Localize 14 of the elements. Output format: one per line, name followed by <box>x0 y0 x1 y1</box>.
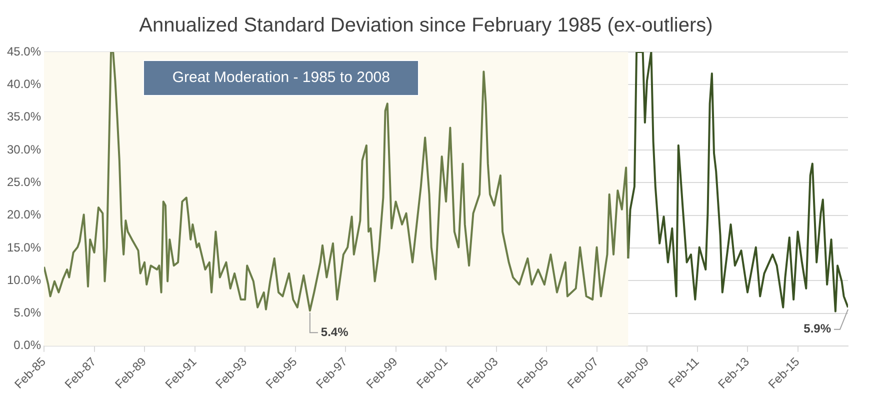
y-tick-label: 0.0% <box>14 338 42 352</box>
y-tick-label: 45.0% <box>6 44 42 58</box>
y-tick-label: 20.0% <box>6 208 42 222</box>
annotation: 5.4% <box>320 324 349 339</box>
label-box: Great Moderation - 1985 to 2008 <box>143 60 419 96</box>
annotation: 5.9% <box>804 322 832 336</box>
chart-title: Annualized Standard Deviation since February 1985 (ex-outliers) <box>139 14 713 37</box>
y-tick-label: 15.0% <box>6 240 42 254</box>
y-tick-label: 35.0% <box>6 110 42 124</box>
y-tick-label: 10.0% <box>6 272 42 287</box>
y-tick-label: 25.0% <box>6 174 42 189</box>
y-tick-label: 5.0% <box>14 306 42 320</box>
y-tick-label: 40.0% <box>6 76 42 91</box>
y-tick-label: 30.0% <box>6 142 42 156</box>
